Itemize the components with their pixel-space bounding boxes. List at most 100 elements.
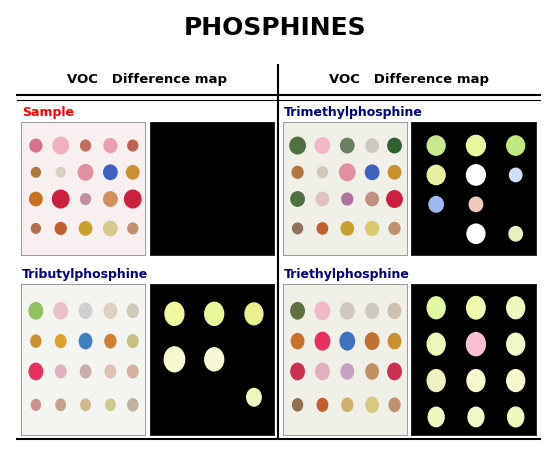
Circle shape xyxy=(127,166,139,179)
Circle shape xyxy=(127,365,138,378)
Circle shape xyxy=(467,333,485,356)
Circle shape xyxy=(427,333,445,355)
Circle shape xyxy=(467,224,485,243)
Circle shape xyxy=(365,333,379,349)
Circle shape xyxy=(205,302,224,325)
Circle shape xyxy=(164,347,185,372)
Circle shape xyxy=(366,303,379,319)
Circle shape xyxy=(104,165,117,180)
Circle shape xyxy=(291,302,304,319)
Circle shape xyxy=(315,333,329,350)
Circle shape xyxy=(366,139,379,152)
Circle shape xyxy=(388,166,401,179)
Circle shape xyxy=(317,223,328,234)
Circle shape xyxy=(79,303,92,319)
Circle shape xyxy=(247,388,261,406)
Circle shape xyxy=(56,365,66,378)
Circle shape xyxy=(316,192,328,206)
Circle shape xyxy=(315,138,329,153)
Circle shape xyxy=(427,165,445,184)
Circle shape xyxy=(469,197,483,211)
Circle shape xyxy=(467,369,485,392)
Circle shape xyxy=(245,303,263,325)
Circle shape xyxy=(366,364,379,379)
Circle shape xyxy=(507,369,525,392)
Text: VOC   Difference map: VOC Difference map xyxy=(329,73,489,86)
Circle shape xyxy=(467,297,485,319)
Circle shape xyxy=(341,222,354,235)
Circle shape xyxy=(293,399,302,411)
Circle shape xyxy=(316,363,329,380)
Circle shape xyxy=(467,165,485,185)
Circle shape xyxy=(365,165,379,180)
Circle shape xyxy=(366,192,379,206)
Text: PHOSPHINES: PHOSPHINES xyxy=(184,16,367,40)
Circle shape xyxy=(79,222,92,235)
Text: Triethylphosphine: Triethylphosphine xyxy=(284,268,409,281)
Circle shape xyxy=(317,167,327,178)
Circle shape xyxy=(54,302,67,319)
Circle shape xyxy=(291,333,304,349)
Circle shape xyxy=(205,348,224,371)
Circle shape xyxy=(428,407,444,427)
Circle shape xyxy=(507,333,525,355)
Circle shape xyxy=(427,136,445,155)
Circle shape xyxy=(78,165,93,180)
Circle shape xyxy=(315,302,329,320)
Circle shape xyxy=(80,365,91,378)
Circle shape xyxy=(291,363,304,380)
Circle shape xyxy=(105,365,116,378)
Circle shape xyxy=(56,167,65,177)
Circle shape xyxy=(366,397,379,412)
Circle shape xyxy=(507,297,525,319)
Circle shape xyxy=(342,193,353,205)
Circle shape xyxy=(80,194,90,204)
Circle shape xyxy=(127,304,138,317)
Text: Tributylphosphine: Tributylphosphine xyxy=(22,268,148,281)
Circle shape xyxy=(31,335,41,347)
Circle shape xyxy=(389,223,400,234)
Circle shape xyxy=(388,138,401,153)
Circle shape xyxy=(293,223,302,234)
Circle shape xyxy=(165,302,184,325)
Circle shape xyxy=(341,364,354,379)
Circle shape xyxy=(128,223,138,234)
Circle shape xyxy=(125,190,141,208)
Circle shape xyxy=(388,363,401,380)
Circle shape xyxy=(53,137,68,154)
Circle shape xyxy=(366,221,379,235)
Circle shape xyxy=(104,221,117,236)
Circle shape xyxy=(292,166,303,178)
Circle shape xyxy=(388,333,401,349)
Circle shape xyxy=(79,333,92,349)
Circle shape xyxy=(52,190,69,208)
Circle shape xyxy=(429,197,444,212)
Circle shape xyxy=(80,140,90,151)
Circle shape xyxy=(30,139,42,152)
Circle shape xyxy=(105,334,116,348)
Circle shape xyxy=(389,398,400,411)
Text: VOC   Difference map: VOC Difference map xyxy=(67,73,228,86)
Circle shape xyxy=(341,138,354,153)
Circle shape xyxy=(29,302,42,319)
Circle shape xyxy=(291,192,304,206)
Circle shape xyxy=(467,135,485,156)
Circle shape xyxy=(104,139,117,153)
Circle shape xyxy=(507,407,524,427)
Circle shape xyxy=(29,363,42,380)
Circle shape xyxy=(427,297,445,319)
Circle shape xyxy=(340,333,354,350)
Circle shape xyxy=(509,226,522,241)
Circle shape xyxy=(31,167,40,177)
Circle shape xyxy=(128,140,138,151)
Circle shape xyxy=(388,303,401,319)
Circle shape xyxy=(342,398,353,411)
Circle shape xyxy=(31,224,40,233)
Circle shape xyxy=(510,168,522,182)
Circle shape xyxy=(387,191,402,207)
Circle shape xyxy=(341,302,354,319)
Text: Trimethylphosphine: Trimethylphosphine xyxy=(284,106,423,119)
Circle shape xyxy=(106,399,115,410)
Circle shape xyxy=(104,303,117,319)
Circle shape xyxy=(128,399,138,411)
